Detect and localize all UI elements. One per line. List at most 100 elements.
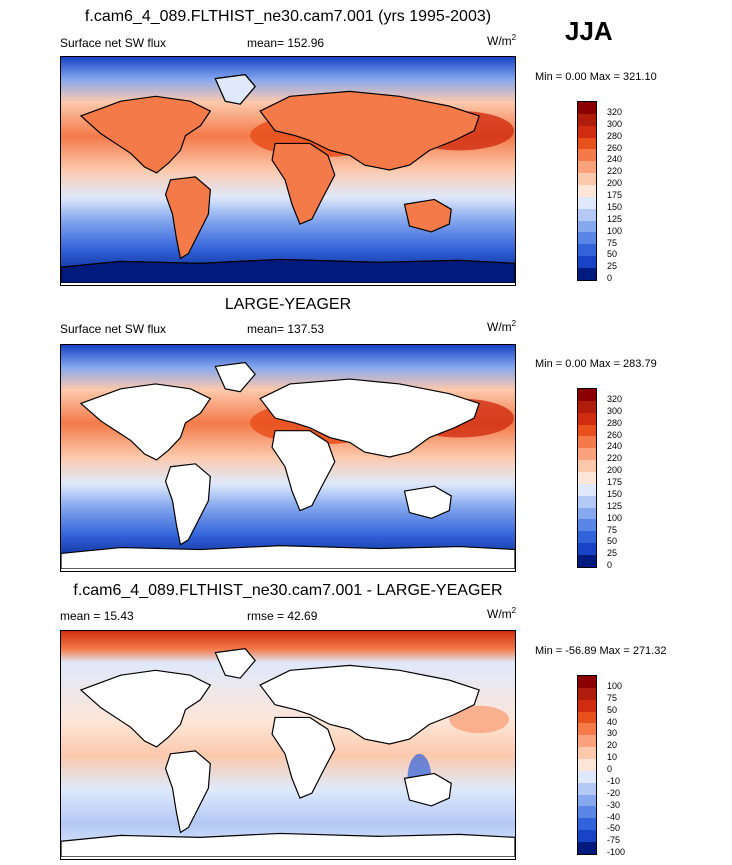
- colorbar-swatch: [578, 389, 596, 401]
- colorbar-swatch: [578, 531, 596, 544]
- colorbar-swatch: [578, 460, 596, 473]
- map-field: [61, 345, 515, 569]
- colorbar-tick-label: 30: [607, 728, 618, 739]
- colorbar-tick-label: -10: [607, 775, 621, 786]
- colorbar-tick-label: 175: [607, 190, 623, 201]
- colorbar-tick-label: -20: [607, 787, 621, 798]
- colorbar-tick-label: 100: [607, 512, 623, 523]
- colorbar-swatch: [578, 256, 596, 269]
- map-field: [61, 631, 515, 857]
- colorbar-swatch: [578, 676, 596, 688]
- colorbar-tick-label: 200: [607, 178, 623, 189]
- colorbar-swatch: [578, 519, 596, 532]
- colorbar-tick-label: 100: [607, 225, 623, 236]
- colorbar-tick-label: 50: [607, 249, 618, 260]
- colorbar-swatch: [578, 699, 596, 712]
- colorbar-tick-label: 200: [607, 465, 623, 476]
- colorbar-tick-label: 50: [607, 536, 618, 547]
- colorbar-swatch: [578, 770, 596, 783]
- colorbar-tick-label: 260: [607, 142, 623, 153]
- colorbar-swatch: [578, 232, 596, 245]
- colorbar-swatch: [578, 711, 596, 724]
- colorbar-swatch: [578, 185, 596, 197]
- colorbar-swatch: [578, 244, 596, 257]
- colorbar-swatch: [578, 555, 596, 567]
- colorbar-tick-label: -50: [607, 823, 621, 834]
- colorbar-swatch: [578, 448, 596, 461]
- colorbar-swatch: [578, 472, 596, 484]
- colorbar-swatch: [578, 543, 596, 556]
- colorbar-swatch: [578, 208, 596, 221]
- colorbar-tick-label: 300: [607, 118, 623, 129]
- colorbar-swatch: [578, 113, 596, 126]
- panel1-units: W/m2: [487, 33, 517, 48]
- panel2-left-label: Surface net SW flux: [60, 322, 167, 336]
- colorbar-tick-label: 220: [607, 166, 623, 177]
- colorbar-tick-label: 320: [607, 107, 623, 117]
- colorbar-tick-label: 0: [607, 273, 613, 284]
- colorbar-tick-label: 240: [607, 441, 623, 452]
- colorbar-swatch: [578, 735, 596, 748]
- colorbar-tick-label: 150: [607, 488, 623, 499]
- colorbar-tick-label: 260: [607, 429, 623, 440]
- colorbar-tick-label: -100: [607, 847, 626, 858]
- panel3-rmse-label: rmse = 42.69: [247, 609, 318, 623]
- colorbar-swatch: [578, 400, 596, 413]
- colorbar-tick-label: 75: [607, 237, 618, 248]
- map-field: [61, 57, 515, 283]
- panel1-mean-label: mean= 152.96: [247, 36, 325, 50]
- panel2-title: LARGE-YEAGER: [224, 296, 352, 313]
- colorbar-swatch: [578, 747, 596, 760]
- colorbar-swatch: [578, 137, 596, 150]
- panel3-title: f.cam6_4_089.FLTHIST_ne30.cam7.001 - LAR…: [73, 582, 503, 599]
- colorbar-swatch: [578, 818, 596, 831]
- colorbar-tick-label: 220: [607, 453, 623, 464]
- colorbar-tick-label: 300: [607, 405, 623, 416]
- panel2-map: [60, 344, 516, 572]
- colorbar-swatch: [578, 495, 596, 508]
- season-label: JJA: [565, 16, 613, 46]
- colorbar-swatch: [578, 149, 596, 162]
- colorbar-tick-label: 240: [607, 154, 623, 165]
- colorbar-swatch: [578, 412, 596, 425]
- panel1-minmax: Min = 0.00 Max = 321.10: [535, 71, 657, 83]
- colorbar-swatch: [578, 483, 596, 496]
- panel1-title: f.cam6_4_089.FLTHIST_ne30.cam7.001 (yrs …: [84, 8, 492, 25]
- colorbar-tick-label: 75: [607, 692, 618, 703]
- colorbar-swatch: [578, 806, 596, 819]
- colorbar-tick-label: 175: [607, 477, 623, 488]
- colorbar-tick-label: 125: [607, 500, 623, 511]
- colorbar-swatch: [578, 125, 596, 138]
- colorbar-tick-label: 150: [607, 201, 623, 212]
- panel1-map: [60, 56, 516, 286]
- panel2-minmax: Min = 0.00 Max = 283.79: [535, 358, 657, 370]
- colorbar-swatch: [578, 507, 596, 520]
- panel2-colorbar: [577, 388, 597, 568]
- colorbar-swatch: [578, 173, 596, 186]
- colorbar-tick-label: -75: [607, 835, 621, 846]
- colorbar-swatch: [578, 424, 596, 437]
- colorbar-tick-label: -30: [607, 799, 621, 810]
- colorbar-tick-label: 280: [607, 130, 623, 141]
- panel3-minmax: Min = -56.89 Max = 271.32: [535, 645, 667, 657]
- colorbar-tick-label: 75: [607, 524, 618, 535]
- colorbar-tick-label: 50: [607, 704, 618, 715]
- panel1-left-label: Surface net SW flux: [60, 36, 167, 50]
- colorbar-swatch: [578, 759, 596, 771]
- panel3-units: W/m2: [487, 606, 517, 621]
- colorbar-swatch: [578, 687, 596, 700]
- colorbar-tick-label: 100: [607, 681, 623, 691]
- panel3-map: [60, 630, 516, 860]
- colorbar-tick-label: 0: [607, 764, 613, 775]
- colorbar-swatch: [578, 723, 596, 736]
- panel3-colorbar: [577, 675, 597, 855]
- colorbar-tick-label: 320: [607, 394, 623, 404]
- colorbar-swatch: [578, 102, 596, 114]
- colorbar-swatch: [578, 161, 596, 174]
- colorbar-swatch: [578, 794, 596, 807]
- colorbar-swatch: [578, 220, 596, 233]
- colorbar-swatch: [578, 842, 596, 854]
- colorbar-tick-label: 25: [607, 261, 618, 272]
- panel2-mean-label: mean= 137.53: [247, 322, 325, 336]
- colorbar-tick-label: 20: [607, 740, 618, 751]
